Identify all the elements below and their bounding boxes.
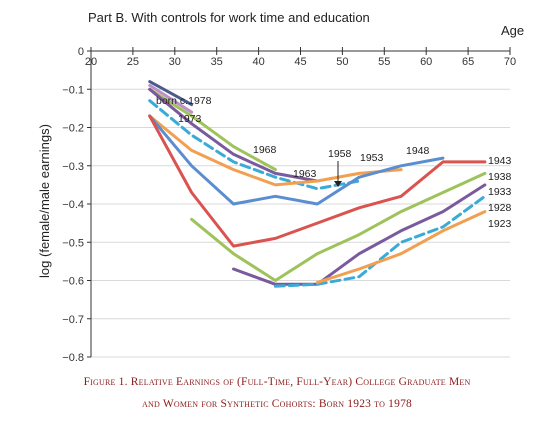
series-line-1923 [315, 210, 487, 284]
series-line-1958 [148, 99, 361, 191]
series-line-1928 [273, 194, 487, 288]
figure-caption-line-2: and Women for Synthetic Cohorts: Born 19… [142, 398, 412, 410]
series-line-1933 [232, 183, 487, 286]
x-tick-label: 50 [336, 56, 348, 68]
y-tick-label: 0 [78, 46, 84, 58]
x-tick-label: 45 [294, 56, 306, 68]
y-tick-label: −0.6 [62, 276, 84, 288]
y-tick-label: −0.3 [62, 161, 84, 173]
x-tick-label: 25 [127, 56, 139, 68]
x-tick-label: 65 [462, 56, 474, 68]
series-label: 1963 [293, 168, 317, 180]
series-label: 1958 [328, 148, 352, 160]
series-labels: born c.1978 1973 1968 1963 1958 1953 1948 1943 1… [156, 95, 512, 230]
series-label: 1953 [360, 152, 384, 164]
series-label: 1933 [488, 186, 512, 198]
chart: Part B. With controls for work time and … [37, 10, 524, 364]
series-label: 1943 [488, 155, 512, 167]
series-label: 1923 [488, 218, 512, 230]
x-axis-label: Age [501, 23, 524, 38]
series-line-born-c-1978 [148, 80, 194, 107]
x-tick-label: 70 [504, 56, 516, 68]
series-line-1938 [190, 171, 487, 282]
y-tick-label: −0.1 [62, 84, 84, 96]
y-tick-label: −0.2 [62, 123, 84, 135]
series-line-1973 [148, 83, 194, 114]
series-label: born c.1978 [156, 95, 212, 107]
x-tick-label: 60 [420, 56, 432, 68]
y-axis-label: log (female/male earnings) [37, 124, 52, 278]
series-line-1943 [148, 114, 487, 248]
series-line-1948 [148, 114, 445, 206]
series-label: 1968 [253, 144, 277, 156]
series-line-1953 [148, 114, 403, 187]
series-line-1968 [148, 87, 277, 172]
series-label: 1938 [488, 171, 512, 183]
y-tick-label: −0.7 [62, 314, 84, 326]
figure-caption-line-1: Figure 1. Relative Earnings of (Full-Tim… [83, 376, 471, 388]
x-tick-label: 35 [211, 56, 223, 68]
x-tick-label: 40 [252, 56, 264, 68]
axes: 0 −0.1 −0.2 −0.3 −0.4 −0.5 −0.6 −0.7 −0.8 20 25 30 3… [62, 46, 516, 364]
y-tick-label: −0.4 [62, 199, 84, 211]
y-tick-label: −0.5 [62, 237, 84, 249]
chart-title: Part B. With controls for work time and … [88, 10, 370, 25]
series-label: 1973 [178, 113, 202, 125]
series-label: 1948 [406, 145, 430, 157]
label-pointer-arrow [334, 181, 342, 187]
x-tick-label: 55 [378, 56, 390, 68]
x-tick-label: 20 [85, 56, 97, 68]
x-tick-label: 30 [169, 56, 181, 68]
series-line-1963 [148, 87, 319, 183]
y-tick-label: −0.8 [62, 352, 84, 364]
series-label: 1928 [488, 202, 512, 214]
series-lines [148, 80, 487, 288]
